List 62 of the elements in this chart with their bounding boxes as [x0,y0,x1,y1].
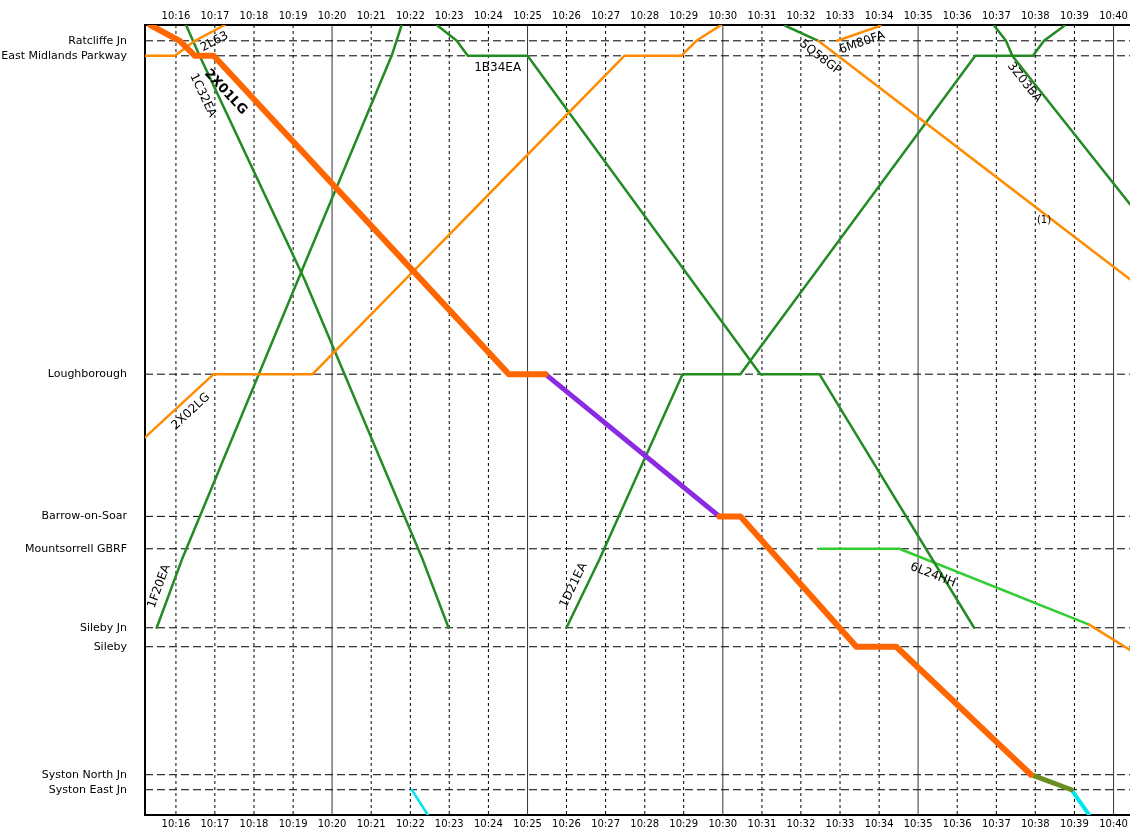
x-tick-label: 10:16 [161,817,191,829]
x-tick-label: 10:39 [1060,817,1089,829]
x-tick-label: 10:21 [356,817,386,829]
x-tick-label: 10:35 [903,817,933,829]
x2-tick-label: 10:24 [473,9,503,21]
x-tick-label: 10:27 [591,817,621,829]
x2-tick-label: 10:21 [356,9,386,21]
x2-tick-label: 10:33 [825,9,855,21]
x-tick-label: 10:30 [708,817,738,829]
x-tick-label: 10:38 [1020,817,1050,829]
ref-line-label: Mountsorrell GBRF [25,541,127,555]
ref-line-label: East Midlands Parkway [1,48,128,62]
x-tick-label: 10:22 [395,817,425,829]
x2-tick-label: 10:17 [200,9,230,21]
x-tick-label: 10:40 [1099,817,1128,829]
x2-tick-label: 10:20 [317,9,347,21]
x-tick-label: 10:37 [981,817,1011,829]
x2-tick-label: 10:35 [903,9,933,21]
x2-tick-label: 10:25 [513,9,542,21]
x-tick-label: 10:33 [825,817,855,829]
x2-tick-label: 10:23 [434,9,464,21]
x-tick-label: 10:24 [473,817,503,829]
x-tick-label: 10:28 [630,817,660,829]
x2-tick-label: 10:36 [942,9,972,21]
x-tick-label: 10:31 [747,817,777,829]
ref-line-label: Syston East Jn [48,782,128,796]
x-tick-label: 10:29 [669,817,699,829]
ref-line-label: Loughborough [47,367,128,381]
series-label: 1B34EA [474,59,522,74]
x-tick-label: 10:23 [434,817,464,829]
x-tick-label: 10:32 [786,817,816,829]
ref-line-label: Syston North Jn [41,767,128,781]
x2-tick-label: 10:28 [630,9,660,21]
x2-tick-label: 10:27 [591,9,621,21]
ref-line-label: Barrow-on-Soar [41,509,128,523]
annotation: (1) [1036,213,1052,225]
text: 2L63 [197,27,231,55]
ref-line-label: Sileby Jn [79,620,128,634]
x-tick-label: 10:20 [317,817,347,829]
x2-tick-label: 10:30 [708,9,738,21]
x2-tick-label: 10:38 [1020,9,1050,21]
x-tick-label: 10:36 [942,817,972,829]
x2-tick-label: 10:29 [669,9,699,21]
x2-tick-label: 10:26 [552,9,581,21]
x-tick-label: 10:26 [552,817,581,829]
x2-tick-label: 10:19 [278,9,308,21]
x-tick-label: 10:34 [864,817,894,829]
x2-tick-label: 10:32 [786,9,816,21]
x-tick-label: 10:18 [239,817,269,829]
x2-tick-label: 10:16 [161,9,191,21]
x2-tick-label: 10:18 [239,9,269,21]
x-tick-label: 10:25 [513,817,542,829]
x2-tick-label: 10:40 [1099,9,1128,21]
ref-line-label: Sileby [93,639,128,653]
x2-tick-label: 10:22 [395,9,425,21]
x2-tick-label: 10:37 [981,9,1011,21]
ref-line-label: Ratcliffe Jn [68,33,128,47]
x-tick-label: 10:19 [278,817,308,829]
x-tick-label: 10:17 [200,817,230,829]
x2-tick-label: 10:39 [1060,9,1089,21]
x2-tick-label: 10:34 [864,9,894,21]
x2-tick-label: 10:31 [747,9,777,21]
